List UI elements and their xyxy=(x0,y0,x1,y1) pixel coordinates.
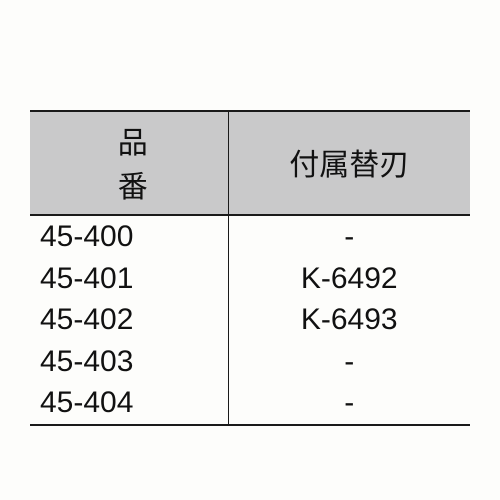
cell-spare-blade: - xyxy=(228,341,470,383)
table-row: 45-402 K-6493 xyxy=(30,299,470,341)
table-header-row: 品 番 付属替刃 xyxy=(30,111,470,215)
cell-part-number: 45-402 xyxy=(30,299,228,341)
spec-table: 品 番 付属替刃 45-400 - 45-401 K-6492 45-402 K… xyxy=(30,110,470,426)
table-row: 45-403 - xyxy=(30,341,470,383)
table-row: 45-401 K-6492 xyxy=(30,258,470,300)
cell-spare-blade: - xyxy=(228,382,470,425)
col-header-part-number: 品 番 xyxy=(30,111,228,215)
cell-spare-blade: - xyxy=(228,215,470,258)
cell-spare-blade: K-6492 xyxy=(228,258,470,300)
spec-table-container: 品 番 付属替刃 45-400 - 45-401 K-6492 45-402 K… xyxy=(30,110,470,426)
cell-part-number: 45-403 xyxy=(30,341,228,383)
cell-part-number: 45-401 xyxy=(30,258,228,300)
cell-part-number: 45-404 xyxy=(30,382,228,425)
table-row: 45-404 - xyxy=(30,382,470,425)
table-row: 45-400 - xyxy=(30,215,470,258)
col-header-spare-blade: 付属替刃 xyxy=(228,111,470,215)
cell-part-number: 45-400 xyxy=(30,215,228,258)
cell-spare-blade: K-6493 xyxy=(228,299,470,341)
